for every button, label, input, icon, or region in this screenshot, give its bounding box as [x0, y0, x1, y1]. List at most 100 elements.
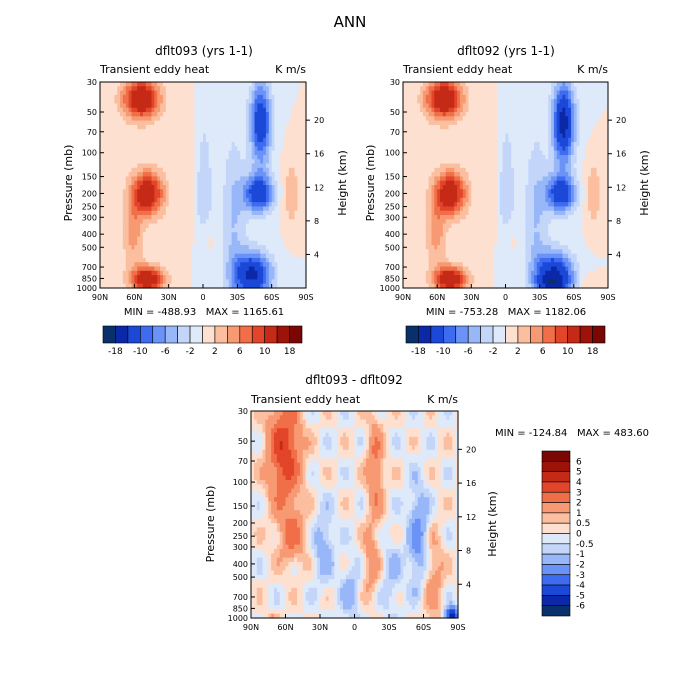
- contour-cell: [245, 163, 250, 169]
- colorbar-swatch: [115, 325, 129, 344]
- contour-cell: [283, 124, 287, 130]
- contour-cell: [182, 86, 187, 92]
- contour-cell: [182, 82, 187, 87]
- contour-cell: [231, 90, 236, 96]
- contour-cell: [182, 159, 187, 165]
- contour-cell: [205, 146, 210, 152]
- contour-cell: [214, 129, 218, 135]
- contour-cell: [177, 180, 181, 186]
- contour-cell: [120, 142, 124, 147]
- contour-cell: [214, 116, 218, 122]
- contour-cell: [154, 124, 158, 130]
- contour-cell: [188, 86, 193, 92]
- contour-cell: [180, 82, 184, 87]
- contour-cell: [277, 150, 281, 156]
- contour-cell: [122, 112, 127, 117]
- contour-cell: [140, 124, 144, 130]
- contour-cell: [245, 137, 250, 143]
- contour-cell: [134, 107, 138, 113]
- contour-cell: [154, 90, 158, 96]
- contour-cell: [177, 133, 181, 139]
- contour-cell: [280, 163, 284, 169]
- contour-cell: [211, 154, 216, 160]
- contour-cell: [223, 124, 227, 130]
- contour-cell: [142, 124, 147, 130]
- contour-cell: [151, 124, 155, 130]
- contour-cell: [197, 146, 201, 152]
- contour-cell: [220, 82, 224, 87]
- contour-cell: [165, 146, 170, 152]
- contour-cell: [280, 180, 284, 186]
- contour-cell: [108, 107, 113, 113]
- x-tick-label: 60S: [264, 293, 279, 302]
- contour-cell: [263, 146, 267, 152]
- contour-cell: [125, 142, 130, 147]
- contour-cell: [263, 94, 267, 100]
- contour-cell: [237, 86, 241, 92]
- contour-cell: [151, 163, 155, 169]
- contour-cell: [211, 129, 216, 135]
- contour-cell: [223, 167, 227, 173]
- contour-cell: [148, 180, 153, 186]
- contour-cell: [145, 159, 150, 165]
- contour-cell: [134, 124, 138, 130]
- contour-cell: [142, 154, 147, 160]
- contour-cell: [185, 103, 190, 109]
- contour-cell: [248, 112, 253, 117]
- contour-cell: [263, 137, 267, 143]
- contour-cell: [263, 159, 267, 165]
- contour-cell: [125, 150, 130, 156]
- contour-cell: [240, 154, 244, 160]
- contour-cell: [280, 112, 284, 117]
- contour-cell: [263, 142, 267, 147]
- contour-cell: [194, 107, 198, 113]
- contour-cell: [211, 103, 216, 109]
- contour-cell: [191, 107, 196, 113]
- contour-cell: [102, 137, 107, 143]
- contour-cell: [182, 90, 187, 96]
- contour-cell: [237, 167, 241, 173]
- contour-cell: [151, 90, 155, 96]
- contour-cell: [128, 150, 133, 156]
- contour-cell: [297, 82, 301, 87]
- contour-cell: [237, 163, 241, 169]
- contour-cell: [117, 120, 121, 126]
- contour-cell: [128, 120, 133, 126]
- contour-cell: [220, 176, 224, 182]
- contour-cell: [194, 150, 198, 156]
- contour-cell: [168, 90, 173, 96]
- contour-cell: [248, 142, 253, 147]
- contour-cell: [162, 116, 167, 122]
- contour-cell: [265, 180, 270, 186]
- contour-cell: [251, 146, 256, 152]
- contour-cell: [177, 86, 181, 92]
- contour-cell: [120, 154, 124, 160]
- contour-cell: [102, 112, 107, 117]
- contour-cell: [245, 103, 250, 109]
- contour-cell: [265, 116, 270, 122]
- contour-cell: [225, 180, 230, 186]
- contour-cell: [174, 90, 178, 96]
- contour-cell: [120, 90, 124, 96]
- contour-cell: [145, 176, 150, 182]
- contour-cell: [208, 163, 213, 169]
- contour-cell: [234, 107, 238, 113]
- contour-cell: [122, 124, 127, 130]
- contour-cell: [208, 154, 213, 160]
- contour-cell: [294, 172, 299, 178]
- contour-cell: [231, 94, 236, 100]
- contour-cell: [217, 150, 221, 156]
- contour-cell: [142, 116, 147, 122]
- contour-cell: [182, 146, 187, 152]
- contour-cell: [240, 172, 244, 178]
- contour-cell: [297, 116, 301, 122]
- contour-cell: [177, 146, 181, 152]
- y-tick-label: 500: [82, 243, 97, 252]
- colorbar-swatch: [152, 325, 166, 344]
- contour-cell: [171, 107, 175, 113]
- contour-cell: [177, 82, 181, 87]
- contour-cell: [243, 99, 247, 105]
- contour-cell: [294, 167, 299, 173]
- contour-cell: [203, 150, 207, 156]
- contour-cell: [128, 112, 133, 117]
